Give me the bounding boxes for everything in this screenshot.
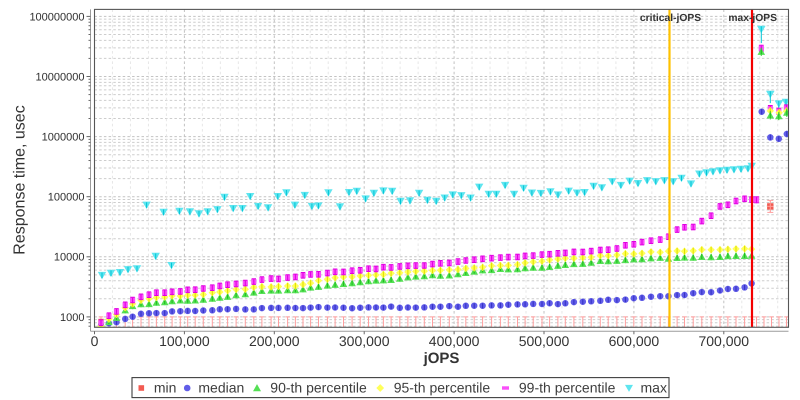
svg-text:max-jOPS: max-jOPS (728, 13, 777, 24)
svg-text:1000: 1000 (60, 312, 84, 324)
svg-text:99-th percentile: 99-th percentile (519, 379, 616, 395)
svg-text:100000000: 100000000 (29, 11, 84, 23)
svg-text:max: max (641, 379, 667, 395)
svg-text:500,000: 500,000 (519, 333, 570, 349)
svg-text:0: 0 (91, 333, 99, 349)
svg-text:10000000: 10000000 (36, 71, 85, 83)
svg-text:critical-jOPS: critical-jOPS (640, 13, 701, 24)
svg-text:100000: 100000 (48, 192, 85, 204)
svg-text:Response time, usec: Response time, usec (12, 105, 29, 254)
svg-text:700,000: 700,000 (698, 333, 749, 349)
svg-text:400,000: 400,000 (429, 333, 480, 349)
svg-text:median: median (198, 379, 244, 395)
svg-text:200,000: 200,000 (249, 333, 300, 349)
svg-text:90-th percentile: 90-th percentile (270, 379, 367, 395)
svg-text:1000000: 1000000 (42, 132, 85, 144)
svg-text:300,000: 300,000 (339, 333, 390, 349)
svg-text:min: min (154, 379, 177, 395)
svg-text:100,000: 100,000 (159, 333, 210, 349)
svg-text:600,000: 600,000 (609, 333, 660, 349)
svg-text:10000: 10000 (54, 252, 85, 264)
svg-text:95-th percentile: 95-th percentile (394, 379, 491, 395)
svg-text:jOPS: jOPS (423, 350, 460, 367)
